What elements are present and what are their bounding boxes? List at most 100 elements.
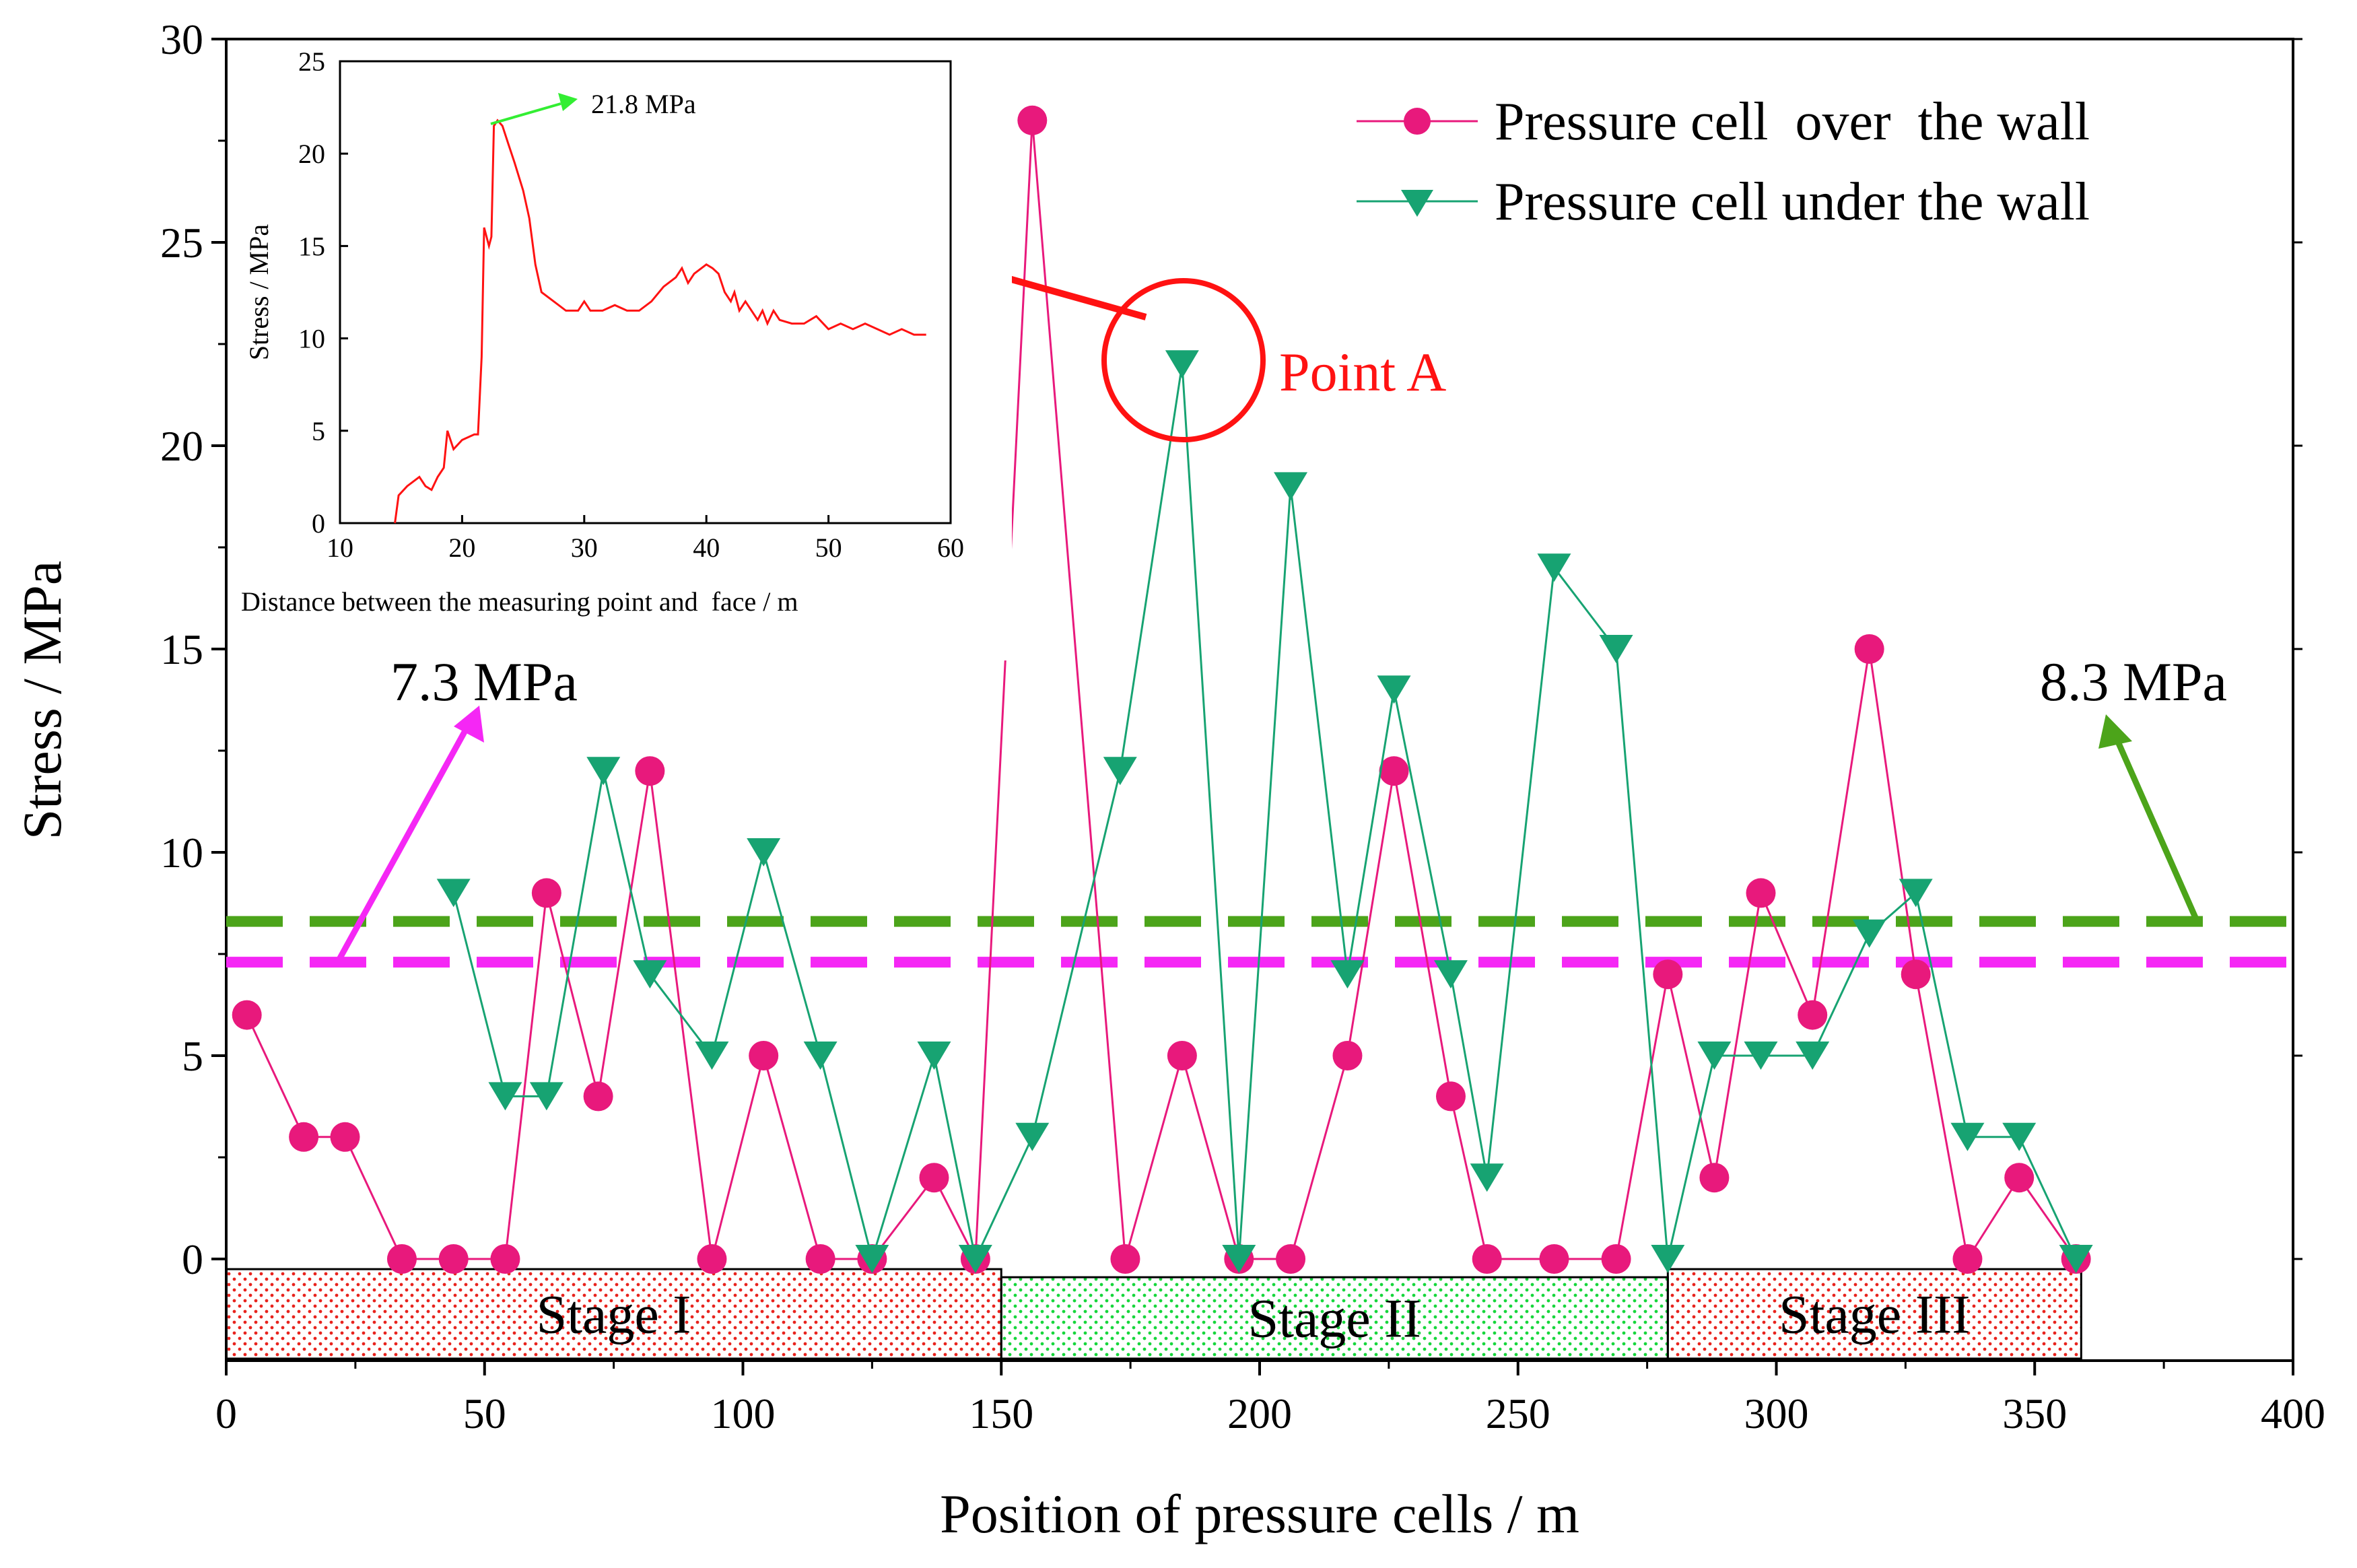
point-over-32 — [1901, 959, 1931, 990]
point-over-30 — [1798, 1000, 1828, 1030]
point-under-22 — [1599, 635, 1633, 663]
point-under-13 — [1103, 757, 1137, 786]
inset-y-axis-label: Stress / MPa — [244, 224, 274, 360]
point-over-23 — [1435, 1081, 1466, 1112]
point-over-18 — [1167, 1041, 1197, 1070]
point-over-5 — [438, 1244, 469, 1274]
point-under-6 — [695, 1042, 729, 1070]
legend-marker-under — [1401, 190, 1433, 217]
point-over-11 — [749, 1041, 779, 1070]
legend-marker-over — [1404, 108, 1431, 135]
x-tick-label-0: 0 — [215, 1390, 237, 1437]
inset-x-tick-label-40: 40 — [693, 533, 720, 563]
point-over-34 — [2004, 1163, 2035, 1193]
inset-y-tick-label-25: 25 — [298, 46, 325, 77]
point-over-24 — [1472, 1244, 1502, 1274]
inset-axes: 10 20 30 40 50 60 0 5 10 15 20 25 — [298, 46, 964, 563]
y-tick-label-10: 10 — [160, 829, 203, 877]
inset-series — [394, 118, 926, 524]
ref-label-7-3: 7.3 MPa — [334, 651, 578, 966]
legend: Pressure cell over the wall Pressure cel… — [1357, 92, 2090, 232]
point-under-17 — [1330, 960, 1365, 989]
green-arrowhead — [2098, 714, 2132, 749]
point-under-11 — [958, 1245, 992, 1273]
inset-series-line — [394, 118, 926, 524]
inset-y-tick-label-15: 15 — [298, 231, 325, 261]
point-over-25 — [1539, 1244, 1569, 1274]
inset-chart: 10 20 30 40 50 60 0 5 10 15 20 25 Distance between … — [239, 44, 1012, 660]
point-over-9 — [635, 756, 665, 786]
point-over-1 — [232, 1000, 262, 1030]
point-under-18 — [1377, 675, 1411, 704]
y-tick-label-15: 15 — [160, 625, 203, 673]
point-over-3 — [330, 1122, 360, 1152]
point-over-31 — [1854, 634, 1884, 664]
point-over-7 — [531, 878, 561, 908]
point-over-33 — [1952, 1244, 1983, 1274]
inset-x-tick-label-60: 60 — [937, 533, 964, 563]
inset-x-tick-label-10: 10 — [327, 533, 353, 563]
legend-label-under: Pressure cell under the wall — [1495, 172, 2090, 232]
stage-band-1 — [225, 1268, 1002, 1360]
point-a-circle — [1101, 278, 1266, 442]
point-under-16 — [1274, 472, 1308, 501]
y-tick-label-30: 30 — [160, 15, 203, 63]
point-under-26 — [1796, 1042, 1830, 1070]
y-tick-label-5: 5 — [182, 1032, 203, 1080]
x-tick-label-100: 100 — [711, 1390, 776, 1437]
series-lines — [232, 105, 2093, 1274]
x-axis-label: Position of pressure cells / m — [940, 1483, 1579, 1544]
point-under-4 — [586, 757, 621, 786]
point-under-7 — [747, 838, 781, 866]
y-tick-label-0: 0 — [182, 1235, 203, 1283]
point-under-23 — [1651, 1245, 1685, 1273]
point-over-16 — [1017, 105, 1048, 135]
y-tick-label-25: 25 — [160, 219, 203, 267]
stage-bands: Stage I Stage II Stage III — [225, 1268, 2082, 1360]
point-under-19 — [1433, 960, 1468, 989]
point-under-2 — [488, 1082, 522, 1111]
y-tick-label-20: 20 — [160, 422, 203, 470]
point-under-20 — [1470, 1163, 1504, 1192]
point-over-26 — [1601, 1244, 1631, 1274]
inset-y-tick-label-0: 0 — [312, 508, 325, 539]
x-tick-label-350: 350 — [2002, 1390, 2067, 1437]
point-under-21 — [1537, 553, 1571, 582]
y-axis-label: Stress / MPa — [11, 561, 73, 840]
point-over-14 — [919, 1163, 949, 1193]
stage-label-2: Stage II — [1248, 1288, 1421, 1349]
point-over-22 — [1379, 756, 1409, 786]
ref-label-8-3: 8.3 MPa — [2040, 651, 2227, 925]
green-arrow — [2113, 736, 2201, 925]
point-under-15 — [1222, 1245, 1256, 1273]
point-over-21 — [1332, 1041, 1363, 1070]
point-under-12 — [1015, 1122, 1050, 1151]
stage-label-1: Stage I — [537, 1284, 691, 1345]
inset-frame — [339, 60, 952, 524]
inset-background — [239, 44, 1012, 660]
stage-band-3 — [1666, 1268, 2082, 1360]
point-under-8 — [803, 1042, 838, 1070]
point-under-1 — [436, 879, 471, 908]
point-under-10 — [917, 1042, 951, 1070]
point-under-29 — [1950, 1122, 1985, 1151]
point-over-29 — [1746, 878, 1776, 908]
point-over-12 — [805, 1244, 835, 1274]
point-under-5 — [633, 960, 667, 989]
point-under-28 — [1899, 879, 1933, 908]
x-tick-label-50: 50 — [463, 1390, 506, 1437]
stage-label-3: Stage III — [1779, 1284, 1971, 1345]
stage-band-2 — [1000, 1276, 1669, 1360]
magenta-arrow — [334, 724, 471, 966]
ref-label-green: 8.3 MPa — [2040, 651, 2227, 712]
point-under-9 — [855, 1245, 889, 1273]
magenta-arrowhead — [454, 706, 484, 743]
point-over-2 — [289, 1122, 319, 1152]
point-under-30 — [2002, 1122, 2037, 1151]
point-under-14 — [1165, 350, 1199, 379]
inset-y-tick-label-5: 5 — [312, 416, 325, 446]
point-over-17 — [1110, 1244, 1140, 1274]
inset-x-axis-label: Distance between the measuring point and… — [241, 586, 798, 617]
